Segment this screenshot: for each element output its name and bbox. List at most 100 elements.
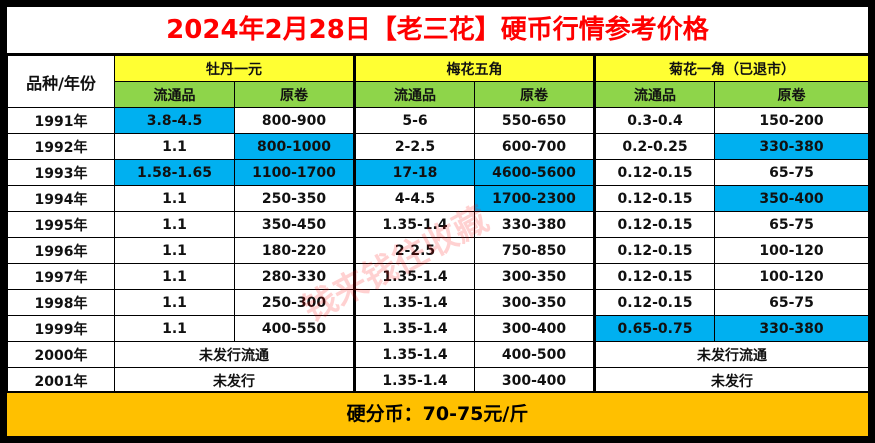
- price-cell: 1.35-1.4: [353, 289, 475, 316]
- not-issued-cell: 未发行: [114, 367, 355, 394]
- price-cell: 350-450: [234, 211, 355, 238]
- footer-note: 硬分币：70-75元/斤: [7, 391, 868, 436]
- price-cell: 0.65-0.75: [593, 315, 715, 342]
- price-cell: 300-400: [474, 315, 595, 342]
- table-row: 2000年 未发行流通 1.35-1.4 400-500 未发行流通: [7, 341, 869, 368]
- year-cell: 1993年: [7, 159, 115, 186]
- price-cell: 1100-1700: [234, 159, 355, 186]
- price-cell: 350-400: [714, 185, 869, 212]
- table-row: 1996年 1.1 180-220 2-2.5 750-850 0.12-0.1…: [7, 237, 869, 264]
- page-title: 2024年2月28日【老三花】硬币行情参考价格: [7, 7, 868, 55]
- table-row: 1994年 1.1 250-350 4-4.5 1700-2300 0.12-0…: [7, 185, 869, 212]
- price-cell: 1.35-1.4: [353, 315, 475, 342]
- price-cell: 750-850: [474, 237, 595, 264]
- price-cell: 330-380: [474, 211, 595, 238]
- table-row: 1999年 1.1 400-550 1.35-1.4 300-400 0.65-…: [7, 315, 869, 342]
- price-cell: 0.12-0.15: [593, 185, 715, 212]
- price-cell: 330-380: [714, 315, 869, 342]
- price-cell: 4-4.5: [353, 185, 475, 212]
- price-cell: 2-2.5: [353, 133, 475, 160]
- price-cell: 1.35-1.4: [353, 211, 475, 238]
- sub-header: 流通品: [353, 81, 475, 108]
- price-cell: 150-200: [714, 107, 869, 134]
- price-cell: 180-220: [234, 237, 355, 264]
- price-cell: 1.1: [114, 315, 235, 342]
- table-row: 1993年 1.58-1.65 1100-1700 17-18 4600-560…: [7, 159, 869, 186]
- price-cell: 1.1: [114, 289, 235, 316]
- price-cell: 1.1: [114, 185, 235, 212]
- price-cell: 0.12-0.15: [593, 263, 715, 290]
- sub-header: 原卷: [474, 81, 595, 108]
- year-cell: 1996年: [7, 237, 115, 264]
- corner-header: 品种/年份: [7, 55, 115, 108]
- sub-header: 流通品: [114, 81, 235, 108]
- price-cell: 300-400: [474, 367, 595, 394]
- price-cell: 1700-2300: [474, 185, 595, 212]
- price-cell: 600-700: [474, 133, 595, 160]
- year-cell: 2001年: [7, 367, 115, 394]
- price-cell: 5-6: [353, 107, 475, 134]
- price-cell: 330-380: [714, 133, 869, 160]
- year-cell: 1994年: [7, 185, 115, 212]
- price-cell: 65-75: [714, 159, 869, 186]
- table-row: 1991年 3.8-4.5 800-900 5-6 550-650 0.3-0.…: [7, 107, 869, 134]
- sub-header: 原卷: [234, 81, 355, 108]
- price-table: 品种/年份 牡丹一元 梅花五角 菊花一角（已退市） 流通品 原卷 流通品 原卷 …: [7, 55, 869, 394]
- price-cell: 280-330: [234, 263, 355, 290]
- price-cell: 0.12-0.15: [593, 237, 715, 264]
- table-row: 1998年 1.1 250-300 1.35-1.4 300-350 0.12-…: [7, 289, 869, 316]
- price-cell: 250-350: [234, 185, 355, 212]
- sub-header-row: 流通品 原卷 流通品 原卷 流通品 原卷: [8, 81, 869, 108]
- price-cell: 800-900: [234, 107, 355, 134]
- price-cell: 1.1: [114, 211, 235, 238]
- not-issued-cell: 未发行: [593, 367, 869, 394]
- table-row: 1995年 1.1 350-450 1.35-1.4 330-380 0.12-…: [7, 211, 869, 238]
- group-header-row: 品种/年份 牡丹一元 梅花五角 菊花一角（已退市）: [7, 55, 869, 108]
- price-cell: 1.1: [114, 237, 235, 264]
- price-cell: 17-18: [353, 159, 475, 186]
- price-cell: 1.35-1.4: [353, 263, 475, 290]
- price-cell: 100-120: [714, 263, 869, 290]
- price-cell: 1.1: [114, 263, 235, 290]
- price-cell: 65-75: [714, 211, 869, 238]
- price-cell: 550-650: [474, 107, 595, 134]
- price-cell: 1.35-1.4: [353, 367, 475, 394]
- not-issued-cell: 未发行流通: [593, 341, 869, 368]
- price-cell: 300-350: [474, 263, 595, 290]
- table-row: 2001年 未发行 1.35-1.4 300-400 未发行: [7, 367, 869, 394]
- price-cell: 250-300: [234, 289, 355, 316]
- year-cell: 1998年: [7, 289, 115, 316]
- year-cell: 2000年: [7, 341, 115, 368]
- price-cell: 400-550: [234, 315, 355, 342]
- price-cell: 0.3-0.4: [593, 107, 715, 134]
- price-cell: 0.12-0.15: [593, 211, 715, 238]
- group-plum-5jiao: 梅花五角: [353, 55, 595, 82]
- price-cell: 1.1: [114, 133, 235, 160]
- year-cell: 1995年: [7, 211, 115, 238]
- price-cell: 4600-5600: [474, 159, 595, 186]
- not-issued-cell: 未发行流通: [114, 341, 355, 368]
- group-peony-yuan: 牡丹一元: [114, 55, 355, 82]
- year-cell: 1992年: [7, 133, 115, 160]
- price-cell: 1.35-1.4: [353, 341, 475, 368]
- table-row: 1997年 1.1 280-330 1.35-1.4 300-350 0.12-…: [7, 263, 869, 290]
- price-cell: 800-1000: [234, 133, 355, 160]
- table-row: 1992年 1.1 800-1000 2-2.5 600-700 0.2-0.2…: [7, 133, 869, 160]
- price-cell: 400-500: [474, 341, 595, 368]
- sub-header: 原卷: [714, 81, 869, 108]
- group-chrysanthemum-1jiao: 菊花一角（已退市）: [593, 55, 869, 82]
- price-cell: 300-350: [474, 289, 595, 316]
- year-cell: 1999年: [7, 315, 115, 342]
- price-cell: 3.8-4.5: [114, 107, 235, 134]
- price-cell: 65-75: [714, 289, 869, 316]
- price-cell: 2-2.5: [353, 237, 475, 264]
- price-cell: 100-120: [714, 237, 869, 264]
- price-cell: 0.12-0.15: [593, 159, 715, 186]
- year-cell: 1997年: [7, 263, 115, 290]
- price-cell: 0.2-0.25: [593, 133, 715, 160]
- price-cell: 1.58-1.65: [114, 159, 235, 186]
- sub-header: 流通品: [593, 81, 715, 108]
- year-cell: 1991年: [7, 107, 115, 134]
- price-cell: 0.12-0.15: [593, 289, 715, 316]
